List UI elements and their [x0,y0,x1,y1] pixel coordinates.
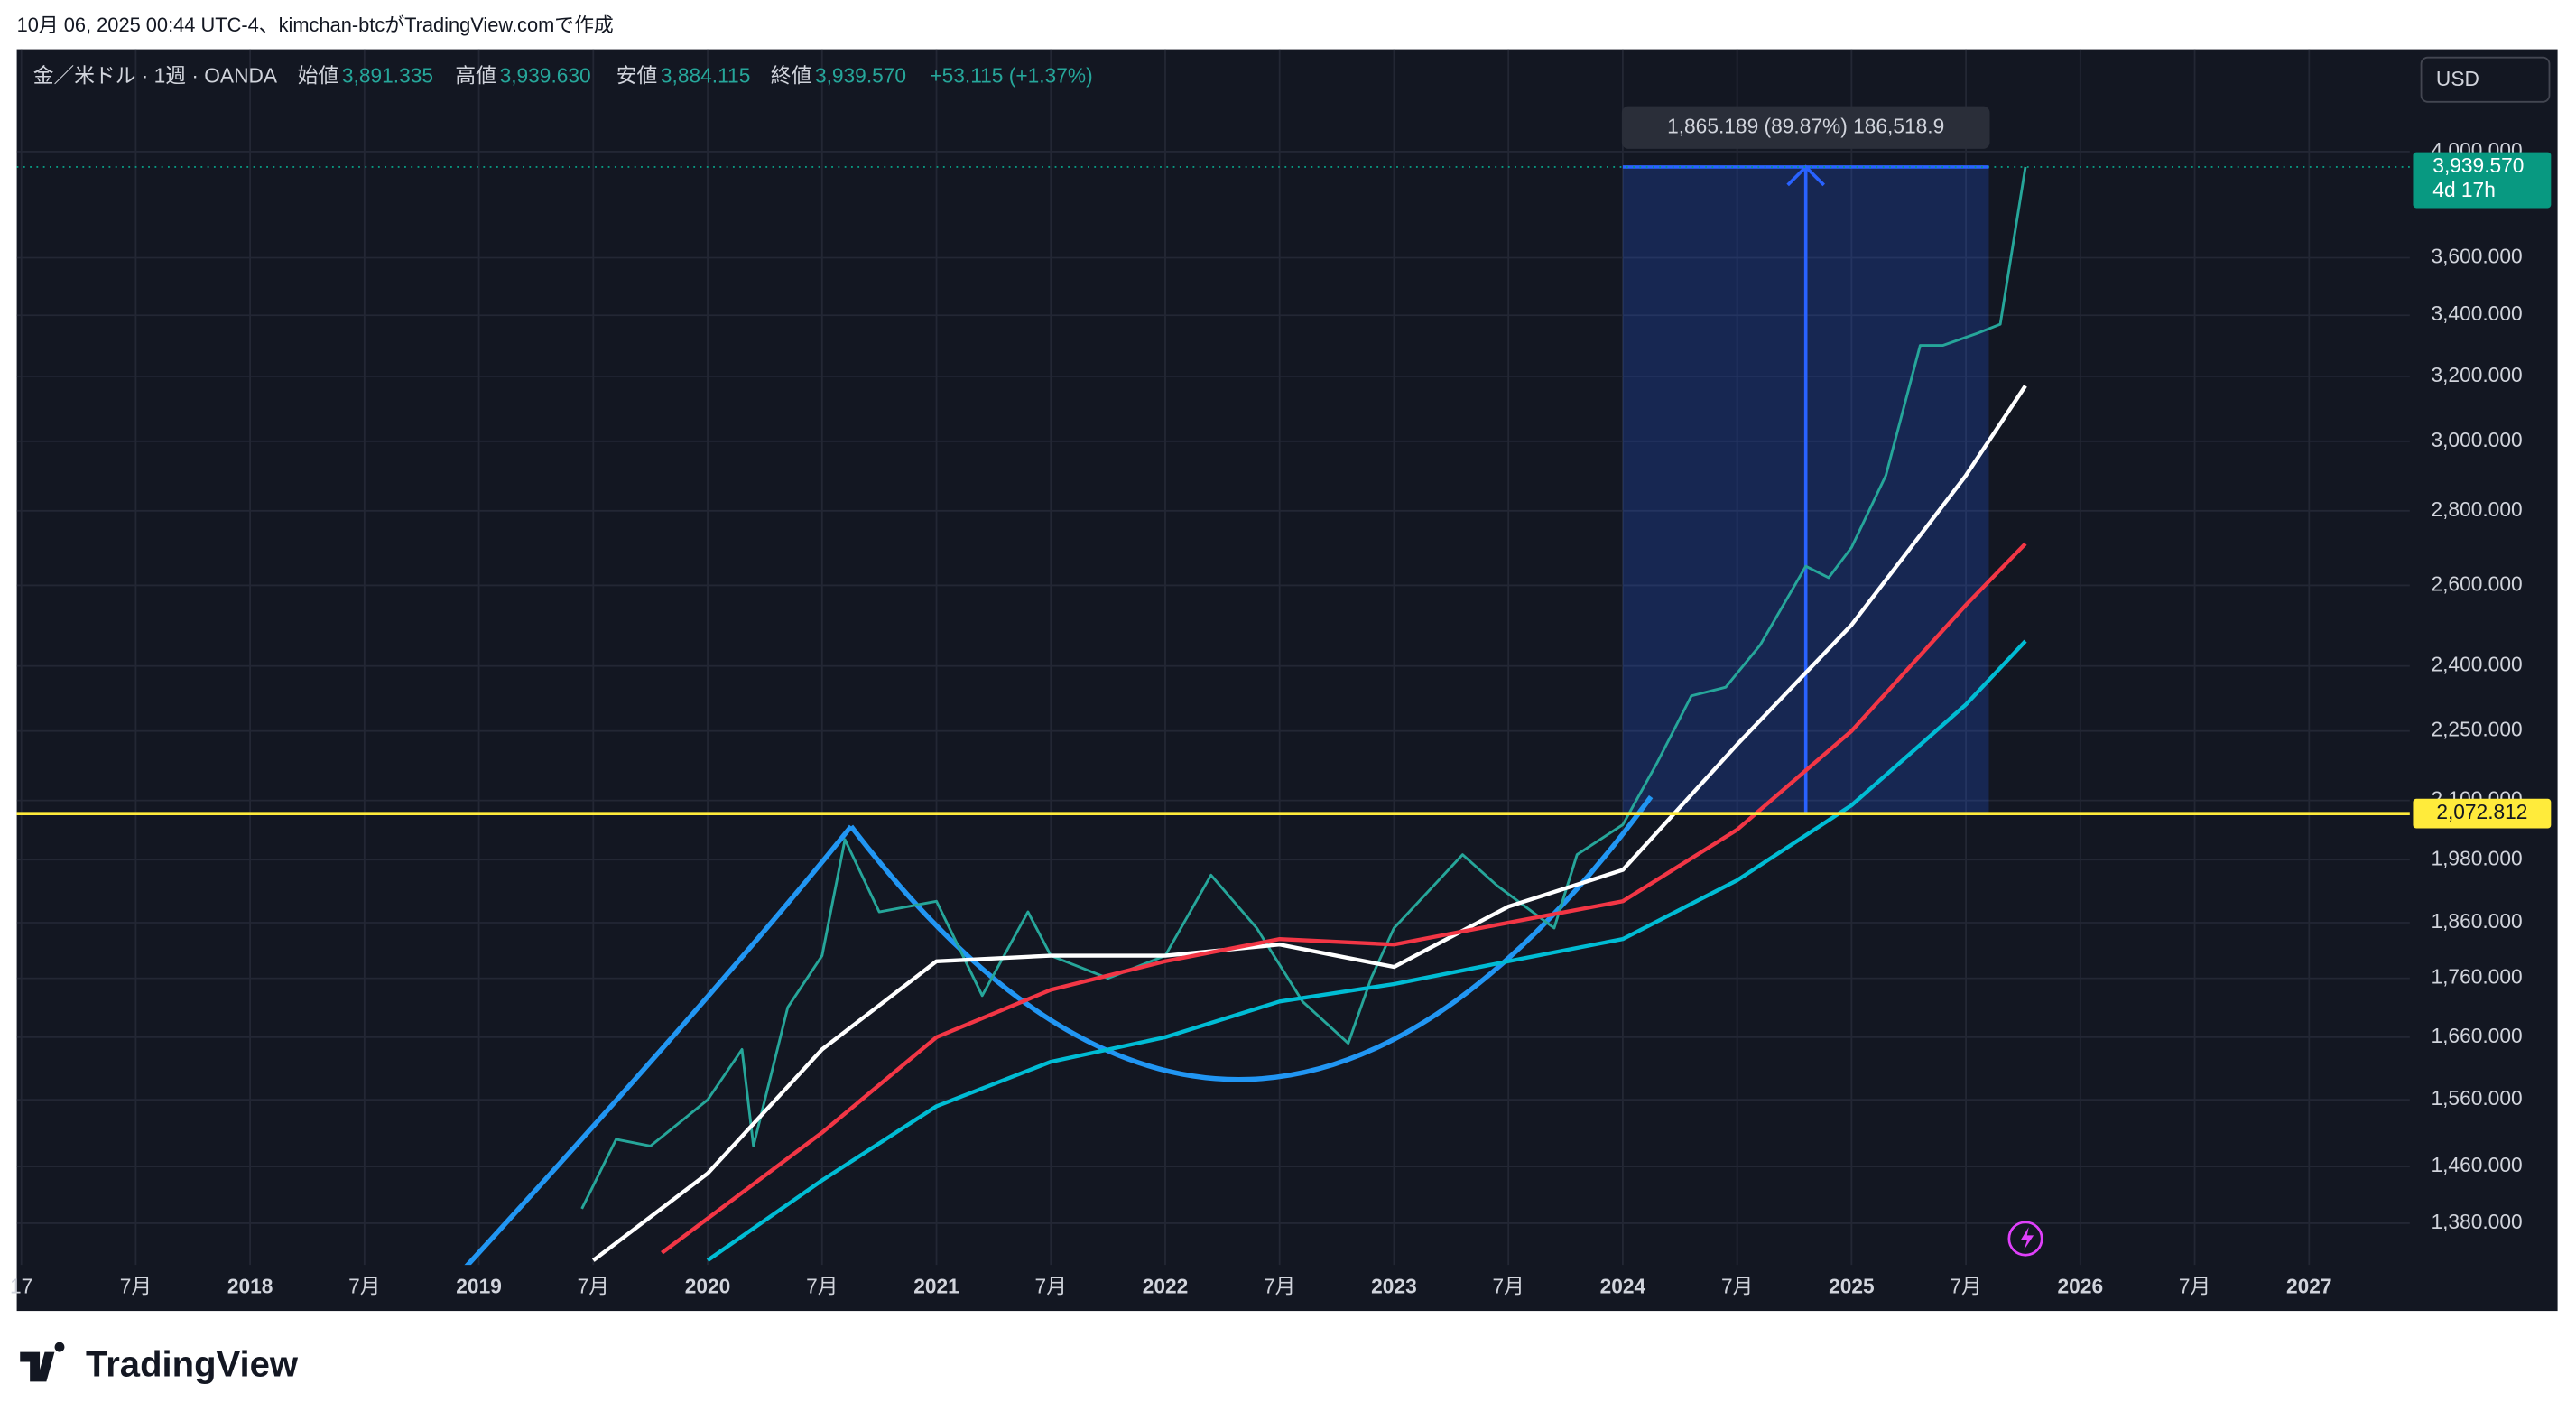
legend: 金／米ドル · 1週 · OANDA 始値 3,891.335 高値 3,939… [33,64,1093,88]
x-tick-label: 2023 [1371,1275,1417,1298]
last-price-box [2413,152,2552,209]
y-tick-label: 3,600.000 [2431,244,2522,267]
countdown: 4d 17h [2432,178,2496,201]
x-tick-label: 2026 [2058,1275,2104,1298]
rise-arc [464,824,854,1266]
x-tick-label: 2022 [1143,1275,1189,1298]
y-tick-label: 2,400.000 [2431,653,2522,676]
x-tick-label: 7月 [348,1275,380,1298]
y-tick-label: 1,980.000 [2431,846,2522,869]
y-tick-label: 1,660.000 [2431,1024,2522,1047]
x-tick-label: 7月 [806,1275,838,1298]
x-tick-label: 7月 [2179,1275,2210,1298]
measure-label: 1,865.189 (89.87%) 186,518.9 [1667,114,1944,137]
x-tick-label: 7月 [1492,1275,1524,1298]
x-tick-label: 2018 [227,1275,273,1298]
currency-label: USD [2436,67,2479,90]
high-label: 高値 [455,64,496,88]
x-tick-label: 7月 [1950,1275,1981,1298]
last-price-label: 3,939.570 [2432,153,2524,177]
hline-label-box [2413,798,2552,829]
y-tick-label: 1,460.000 [2431,1153,2522,1176]
low-label: 安値 [616,64,657,88]
alert-icon[interactable] [2007,1221,2043,1257]
series-line [591,385,2027,1262]
series-line [706,639,2027,1262]
close: 3,939.570 [815,64,906,88]
symbol: 金／米ドル · 1週 · OANDA [33,64,278,88]
x-tick-label: 2021 [913,1275,959,1298]
y-tick-label: 1,380.000 [2431,1210,2522,1233]
y-tick-label: 2,600.000 [2431,571,2522,595]
x-tick-label: 7月 [120,1275,152,1298]
low: 3,884.115 [661,64,750,88]
high: 3,939.630 [500,64,591,88]
alert-bolt [2020,1227,2034,1250]
chart-panel [16,49,2558,1312]
x-tick-label: 17 [10,1275,32,1298]
y-tick-label: 3,200.000 [2431,363,2522,386]
brand: TradingView [86,1345,299,1385]
x-tick-label: 2025 [1829,1275,1875,1298]
hline-label: 2,072.812 [2436,800,2527,823]
logo [20,1342,65,1382]
x-tick-label: 2027 [2286,1275,2332,1298]
y-tick-label: 2,250.000 [2431,718,2522,741]
change: +53.115 (+1.37%) [930,64,1092,88]
created-note: 10月 06, 2025 00:44 UTC-4、kimchan-btcがTra… [17,14,614,36]
x-tick-label: 7月 [578,1275,609,1298]
x-tick-label: 2024 [1600,1275,1646,1298]
y-tick-label: 1,560.000 [2431,1086,2522,1110]
x-tick-label: 7月 [1264,1275,1295,1298]
x-tick-label: 7月 [1035,1275,1067,1298]
y-tick-label: 3,400.000 [2431,302,2522,325]
x-tick-label: 7月 [1721,1275,1753,1298]
x-tick-label: 2020 [685,1275,731,1298]
y-tick-label: 3,000.000 [2431,428,2522,451]
x-tick-label: 2019 [456,1275,502,1298]
open-label: 始値 [298,64,338,88]
cup-arc [848,794,1654,1082]
y-tick-label: 1,760.000 [2431,965,2522,989]
series-line [580,166,2027,1210]
currency-button[interactable] [2420,56,2551,103]
close-label: 終値 [771,64,811,88]
open: 3,891.335 [342,64,433,88]
series-line [661,542,2027,1255]
measure-label-box [1621,106,1990,149]
y-tick-label: 1,860.000 [2431,909,2522,933]
y-tick-label: 2,800.000 [2431,497,2522,521]
measure-arrowhead [1786,164,1825,187]
